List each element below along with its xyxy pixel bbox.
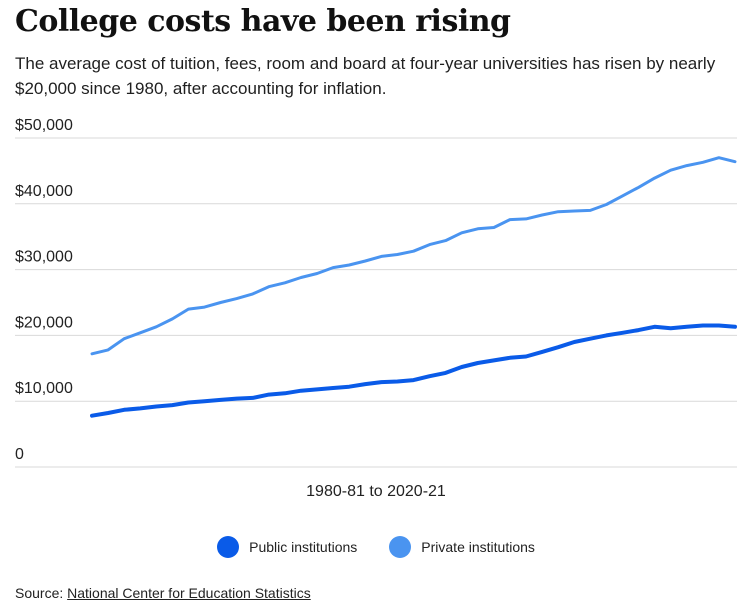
source-link[interactable]: National Center for Education Statistics	[67, 585, 311, 601]
source-prefix: Source:	[15, 585, 68, 601]
legend-swatch-private	[389, 536, 412, 558]
gridlines	[15, 137, 737, 468]
legend: Public institutions Private institutions	[0, 536, 752, 558]
line-chart: 0 $10,000 $20,000 $30,000 $40,000 $50,000	[15, 117, 737, 468]
source-note: Source: National Center for Education St…	[15, 585, 311, 601]
legend-swatch-public	[217, 536, 240, 558]
y-axis-ticks: 0 $10,000 $20,000 $30,000 $40,000 $50,000	[15, 117, 73, 463]
y-tick-label: $40,000	[15, 183, 73, 200]
y-tick-label: $50,000	[15, 117, 73, 134]
y-tick-label: $20,000	[15, 314, 73, 331]
chart-title: College costs have been rising	[15, 4, 511, 39]
series-lines	[90, 156, 737, 418]
x-axis-label: 1980-81 to 2020-21	[306, 483, 446, 500]
legend-item-public[interactable]: Public institutions	[217, 536, 357, 558]
chart-subtitle: The average cost of tuition, fees, room …	[15, 54, 716, 98]
legend-label-private: Private institutions	[421, 539, 535, 555]
y-tick-label: 0	[15, 446, 24, 463]
y-tick-label: $30,000	[15, 249, 73, 266]
legend-label-public: Public institutions	[249, 539, 358, 555]
series-line-public[interactable]	[90, 323, 737, 418]
y-tick-label: $10,000	[15, 380, 73, 397]
legend-item-private[interactable]: Private institutions	[389, 536, 535, 558]
series-line-private[interactable]	[90, 156, 737, 356]
